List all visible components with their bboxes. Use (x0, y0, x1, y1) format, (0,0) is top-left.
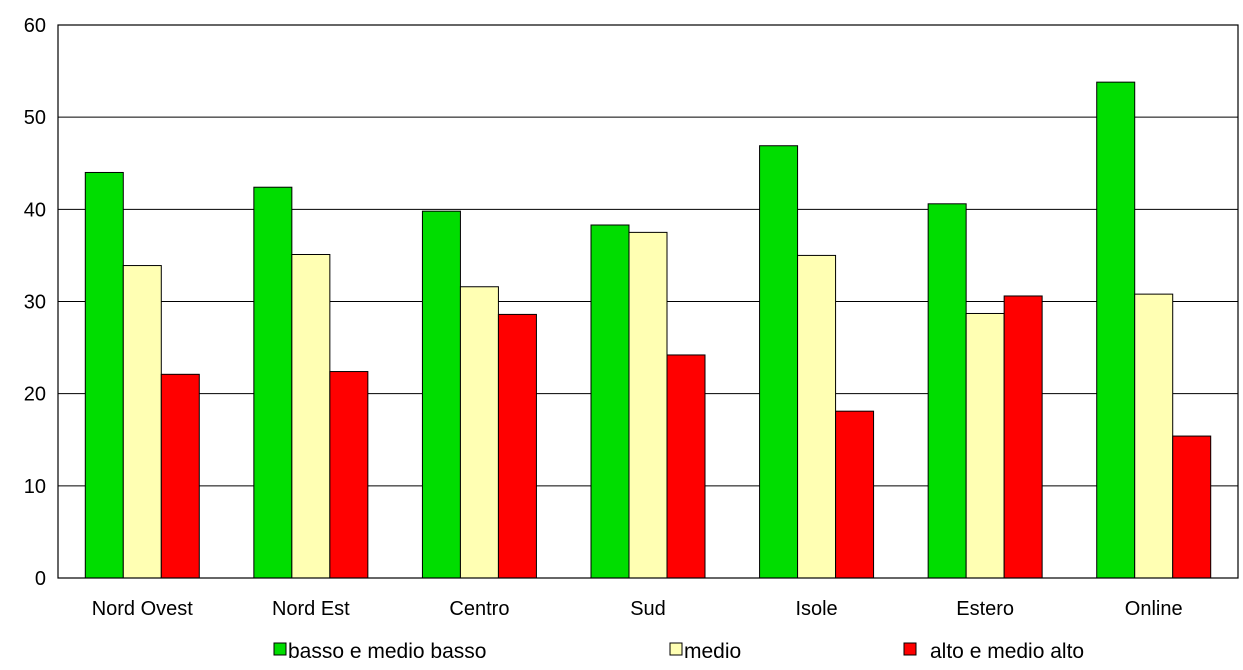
bar-alto-e-medio-alto-Online (1172, 435, 1212, 579)
bar-basso-e-medio-basso-Nord-Est (253, 186, 293, 579)
bar-medio-Estero (965, 312, 1005, 579)
legend-label: alto e medio alto (930, 640, 1084, 663)
y-tick-label: 30 (24, 292, 46, 314)
legend-swatch (273, 642, 287, 656)
legend: basso e medio basso medio alto e medio alt… (273, 640, 1084, 663)
y-tick-label: 40 (24, 199, 46, 221)
y-tick-label: 50 (24, 107, 46, 129)
x-axis-category-labels: Nord Ovest Nord Est Centro Sud Isole Estero On… (92, 598, 1183, 620)
y-tick-label: 60 (24, 15, 46, 37)
y-tick-label: 0 (35, 568, 46, 590)
bar-alto-e-medio-alto-Sud (666, 354, 706, 579)
bar-alto-e-medio-alto-Nord-Est (329, 371, 369, 579)
bar-basso-e-medio-basso-Isole (759, 145, 799, 579)
bars (84, 81, 1212, 579)
y-tick-label: 10 (24, 476, 46, 498)
x-category-label: Isole (795, 598, 837, 620)
bar-basso-e-medio-basso-Sud (590, 224, 630, 579)
x-category-label: Estero (956, 598, 1014, 620)
x-category-label: Nord Est (272, 598, 350, 620)
bar-basso-e-medio-basso-Estero (927, 203, 967, 579)
x-category-label: Online (1125, 598, 1183, 620)
bar-medio-Sud (628, 231, 668, 579)
x-category-label: Centro (449, 598, 509, 620)
legend-swatch (903, 642, 917, 656)
x-category-label: Nord Ovest (92, 598, 194, 620)
x-category-label: Sud (630, 598, 666, 620)
bar-alto-e-medio-alto-Estero (1003, 295, 1043, 579)
bar-basso-e-medio-basso-Centro (421, 210, 461, 579)
bar-medio-Centro (459, 286, 499, 579)
plot-area-frame (57, 24, 1239, 579)
bar-alto-e-medio-alto-Centro (497, 313, 537, 579)
bar-basso-e-medio-basso-Nord-Ovest (84, 171, 124, 579)
y-tick-label: 20 (24, 384, 46, 406)
legend-label: basso e medio basso (288, 640, 486, 663)
legend-label: medio (684, 640, 741, 663)
bar-medio-Online (1134, 293, 1174, 579)
bar-alto-e-medio-alto-Isole (835, 410, 875, 579)
bar-basso-e-medio-basso-Online (1096, 81, 1136, 579)
bar-alto-e-medio-alto-Nord-Ovest (160, 373, 200, 579)
y-axis-tick-labels: 0 10 20 30 40 50 60 (24, 15, 46, 590)
legend-swatch (669, 642, 683, 656)
bar-medio-Isole (797, 254, 837, 579)
bar-medio-Nord-Est (291, 253, 331, 579)
bar-medio-Nord-Ovest (122, 265, 162, 579)
